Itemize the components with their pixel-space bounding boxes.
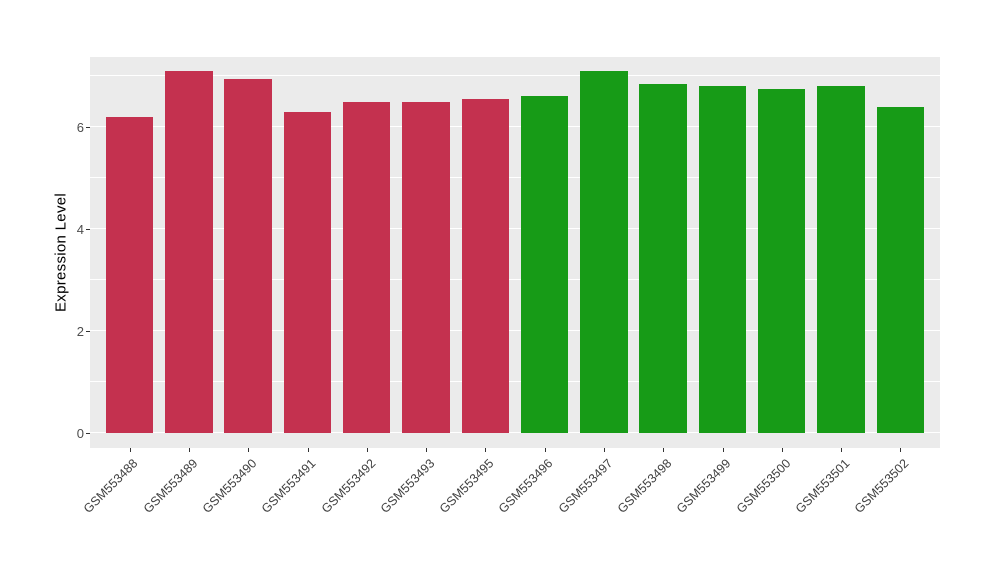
plot-panel — [90, 57, 940, 448]
bar-GSM553501 — [817, 86, 865, 433]
bar-slot — [456, 57, 515, 433]
x-tick-mark — [307, 448, 309, 452]
bar-slot — [693, 57, 752, 433]
bar-slot — [811, 57, 870, 433]
bar-GSM553496 — [520, 96, 569, 433]
x-tick-label-GSM553488: GSM553488 — [81, 456, 141, 516]
x-tick-label-GSM553492: GSM553492 — [318, 456, 378, 516]
x-tick-label-GSM553489: GSM553489 — [140, 456, 201, 516]
x-tick-mark — [426, 448, 428, 452]
x-tick-mark — [722, 448, 724, 452]
x-tick-label-GSM553493: GSM553493 — [377, 456, 438, 516]
x-tick-mark — [603, 448, 605, 452]
y-tick-mark — [86, 229, 90, 230]
bar-slot — [337, 57, 396, 433]
x-tick-mark — [248, 448, 250, 452]
gridline-major — [90, 431, 940, 433]
bar-GSM553499 — [698, 86, 747, 433]
gridline-major — [90, 125, 940, 127]
bar-GSM553490 — [224, 78, 272, 433]
bar-GSM553491 — [283, 111, 332, 433]
x-tick-mark — [900, 448, 902, 452]
x-tick-label-GSM553499: GSM553499 — [674, 456, 734, 516]
x-tick-label-GSM553501: GSM553501 — [792, 456, 853, 516]
bar-slot — [100, 57, 159, 433]
bar-slot — [219, 57, 278, 433]
bar-slot — [574, 57, 633, 433]
x-tick-label-GSM553498: GSM553498 — [614, 456, 675, 516]
x-tick-mark — [544, 448, 546, 452]
bar-slot — [515, 57, 574, 433]
bar-GSM553495 — [461, 98, 510, 433]
bar-GSM553498 — [639, 83, 687, 433]
x-tick-label-GSM553496: GSM553496 — [496, 456, 556, 516]
x-tick-mark — [485, 448, 487, 452]
bar-GSM553488 — [105, 116, 154, 433]
gridline-major — [90, 227, 940, 229]
x-tick-mark — [366, 448, 368, 452]
bar-GSM553497 — [580, 70, 628, 433]
x-tick-label-GSM553495: GSM553495 — [437, 456, 497, 516]
x-tick-mark — [663, 448, 665, 452]
bar-slot — [871, 57, 930, 433]
x-tick-mark — [781, 448, 783, 452]
bar-slot — [396, 57, 455, 433]
gridline-major — [90, 329, 940, 331]
bar-GSM553502 — [876, 106, 924, 433]
gridline-minor — [90, 75, 940, 76]
bar-slot — [752, 57, 811, 433]
x-tick-label-GSM553500: GSM553500 — [733, 456, 793, 516]
y-tick-label: 0 — [76, 426, 84, 441]
x-tick-mark — [188, 448, 190, 452]
bar-GSM553493 — [402, 101, 450, 433]
bar-GSM553500 — [758, 88, 806, 433]
x-tick-mark — [841, 448, 843, 452]
gridline-minor — [90, 381, 940, 382]
bar-slot — [159, 57, 218, 433]
bar-slot — [634, 57, 693, 433]
x-tick-label-GSM553490: GSM553490 — [199, 456, 260, 516]
y-tick-mark — [86, 433, 90, 434]
bar-GSM553489 — [165, 70, 213, 433]
y-tick-mark — [86, 127, 90, 128]
bar-slot — [278, 57, 337, 433]
gridline-minor — [90, 177, 940, 178]
y-tick-mark — [86, 331, 90, 332]
bar-GSM553492 — [343, 101, 391, 433]
x-tick-mark — [129, 448, 131, 452]
y-axis-title: Expression Level — [52, 192, 70, 313]
gridline-minor — [90, 279, 940, 280]
bars-container — [90, 57, 940, 448]
x-tick-label-GSM553502: GSM553502 — [852, 456, 912, 516]
x-tick-label-GSM553491: GSM553491 — [259, 456, 319, 516]
x-tick-label-GSM553497: GSM553497 — [555, 456, 616, 516]
y-tick-label: 2 — [76, 324, 84, 339]
y-tick-label: 6 — [76, 120, 84, 135]
y-tick-label: 4 — [76, 222, 84, 237]
